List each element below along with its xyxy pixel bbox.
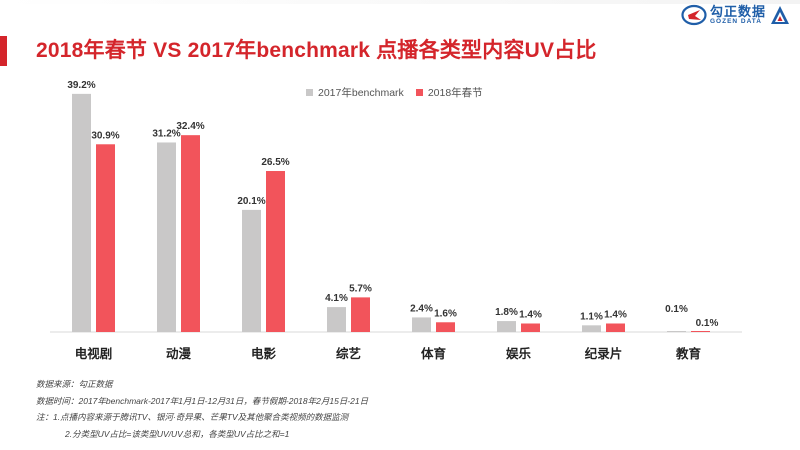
bar-2017-6 — [582, 325, 601, 332]
bar-2017-3 — [327, 307, 346, 332]
logo-text-cn: 勾正数据 — [709, 3, 766, 19]
note-2: 2.分类型UV占比=该类型UV/UV总和，各类型UV占比之和=1 — [65, 428, 290, 439]
page-title: 2018年春节 VS 2017年benchmark 点播各类型内容UV占比 — [36, 39, 597, 62]
legend-label-2017: 2017年benchmark — [318, 87, 404, 99]
value-label-2017-6: 1.1% — [580, 311, 603, 322]
bar-chart: 39.2% 30.9% 电视剧 31.2%32.4% 动漫 20.1% 26.5% 电影 4.1… — [50, 80, 742, 361]
value-label-2017-1: 31.2% — [152, 128, 180, 139]
value-label-2017-4: 2.4% — [410, 303, 433, 314]
note-1: 注：1.点播内容来源于腾讯TV、银河·奇异果、芒果TV及其他聚合类视频的数据监测 — [36, 412, 349, 422]
category-label-5: 娱乐 — [506, 346, 532, 361]
bar-2018-6 — [606, 323, 625, 332]
note-period: 数据时间：2017年benchmark-2017年1月1日-12月31日，春节假… — [36, 395, 369, 406]
value-label-2018-3: 5.7% — [349, 283, 372, 294]
bar-2017-0 — [72, 93, 91, 332]
bar-2017-2 — [242, 209, 261, 332]
value-label-2018-0: 30.9% — [91, 130, 119, 141]
bar-2018-1 — [181, 135, 200, 332]
value-label-2017-2: 20.1% — [237, 196, 265, 207]
bar-2018-2 — [266, 171, 285, 332]
gozen-logo-icon — [681, 4, 707, 26]
category-label-1: 动漫 — [166, 346, 192, 361]
value-label-2017-5: 1.8% — [495, 307, 518, 318]
top-band — [0, 0, 800, 4]
value-label-2018-2: 26.5% — [261, 157, 289, 168]
legend-item-2018: 2018年春节 — [415, 85, 483, 100]
bar-2018-7 — [691, 331, 710, 332]
value-label-2018-1: 32.4% — [176, 121, 204, 132]
category-label-4: 体育 — [421, 346, 447, 361]
category-label-3: 综艺 — [336, 346, 361, 361]
note-source: 数据来源：勾正数据 — [36, 379, 113, 389]
value-label-2018-7: 0.1% — [696, 318, 719, 329]
legend-label-2018: 2018年春节 — [427, 87, 483, 99]
footnotes: 数据来源：勾正数据 数据时间：2017年benchmark-2017年1月1日-… — [36, 376, 368, 442]
bar-2018-4 — [436, 322, 455, 332]
value-label-2017-3: 4.1% — [325, 293, 348, 304]
value-label-2018-4: 1.6% — [434, 308, 457, 319]
category-label-2: 电影 — [251, 346, 277, 361]
category-label-6: 纪录片 — [585, 346, 623, 361]
bar-2018-0 — [96, 144, 115, 332]
value-label-2018-5: 1.4% — [519, 309, 542, 320]
bar-2017-4 — [412, 317, 431, 332]
title-accent-bar — [0, 36, 7, 66]
chart-legend: 2017年benchmark 2018年春节 — [306, 85, 495, 100]
bar-2017-5 — [497, 321, 516, 332]
value-label-2017-0: 39.2% — [67, 80, 95, 91]
value-label-2017-7: 0.1% — [665, 304, 688, 315]
legend-item-2017: 2017年benchmark — [306, 85, 404, 100]
category-label-0: 电视剧 — [75, 346, 113, 361]
logo-text-en: GOZEN DATA — [709, 17, 762, 25]
category-label-7: 教育 — [675, 346, 702, 361]
bar-2017-7 — [667, 331, 686, 332]
bar-2018-5 — [521, 323, 540, 332]
bar-2018-3 — [351, 297, 370, 332]
legend-swatch-2017 — [306, 89, 313, 96]
legend-swatch-2018 — [415, 89, 423, 96]
value-label-2018-6: 1.4% — [604, 309, 627, 320]
brand-logo: 勾正数据 GOZEN DATA — [681, 4, 790, 26]
bar-2017-1 — [157, 142, 176, 332]
logo-triangle-icon — [771, 6, 789, 24]
